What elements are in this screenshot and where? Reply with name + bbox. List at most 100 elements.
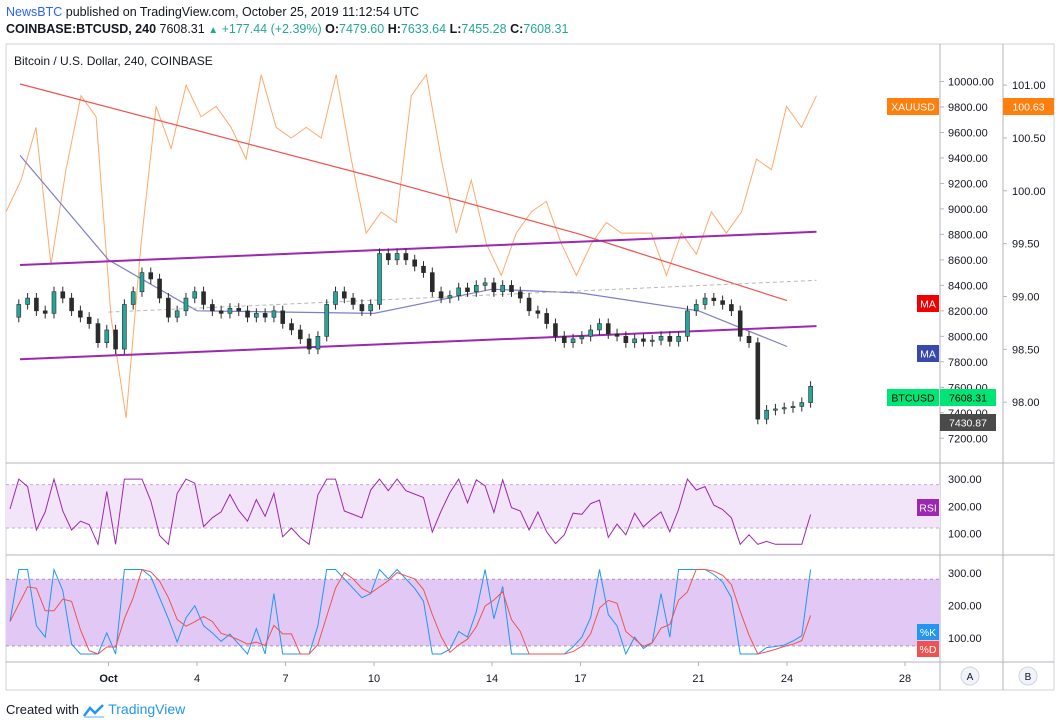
time-tick-label: 7 (282, 673, 288, 685)
candle-down (438, 291, 444, 299)
candle-up (632, 338, 637, 343)
candle-up (764, 409, 769, 420)
candle-down (729, 304, 734, 312)
candle-down (210, 304, 215, 312)
candle-down (78, 310, 83, 318)
publish-text: published on TradingView.com, October 25… (65, 5, 419, 19)
candle-up (773, 408, 778, 411)
price-tick-label: 8000.00 (948, 331, 988, 343)
author-link[interactable]: NewsBTC (6, 5, 63, 19)
chart-header: NewsBTC published on TradingView.com, Oc… (0, 0, 1060, 40)
time-tick-label: Oct (99, 673, 118, 685)
candle-up (570, 338, 576, 343)
candle-down (711, 297, 717, 301)
candle-down (746, 336, 752, 343)
candle-down (350, 297, 356, 305)
candle-up (139, 272, 145, 293)
candle-up (685, 310, 690, 337)
symbol-label: COINBASE:BTCUSD, 240 (6, 22, 157, 36)
stoch-k-label: %K (920, 627, 936, 639)
price-tick-label: 9800.00 (948, 102, 988, 114)
btcusd-label-bg (887, 389, 939, 406)
auto-scale-button[interactable] (960, 666, 980, 686)
candle-up (174, 310, 180, 318)
candle-down (720, 300, 725, 305)
candle-down (148, 272, 154, 280)
candle-up (456, 287, 461, 296)
btcusd-label: BTCUSD (891, 393, 935, 405)
stoch-tick-label: 200.00 (948, 600, 982, 612)
secondary-scale-button[interactable] (1018, 666, 1038, 686)
tradingview-link[interactable]: TradingView (108, 701, 186, 717)
candle-down (306, 338, 312, 350)
candle-up (51, 291, 57, 314)
open-label: O: (325, 22, 340, 36)
candle-down (412, 259, 417, 267)
time-tick-label: 14 (486, 673, 498, 685)
candle-down (218, 310, 224, 314)
candle-up (315, 336, 321, 350)
btcusd-value-label: 7608.31 (949, 393, 987, 405)
candle-up (808, 385, 813, 403)
candle-up (588, 329, 593, 337)
candle-down (95, 323, 101, 343)
time-tick-label: 17 (574, 673, 586, 685)
ohlc-line: COINBASE:BTCUSD, 240 7608.31 ▲ +177.44 (… (6, 22, 568, 36)
price-axes[interactable]: 10000.00 9800.00 9600.00 9400.00 9200.00 9000… (940, 76, 1046, 645)
rsi-label-bg (917, 499, 939, 516)
candle-up (122, 304, 127, 350)
channel-lower-line (19, 325, 817, 361)
candle-down (737, 310, 743, 337)
price-tick-label: 10000.00 (948, 76, 994, 88)
stoch-d-label-bg (917, 641, 939, 657)
stoch-tick-label: 300.00 (948, 568, 982, 580)
candle-down (517, 291, 523, 299)
candle-down (262, 313, 268, 318)
candle-down (113, 329, 118, 350)
candle-up (104, 329, 110, 343)
stoch-d-line (9, 568, 812, 655)
stoch-pane[interactable] (6, 567, 940, 656)
candle-down (42, 310, 48, 314)
ma-blue-label-bg (917, 345, 939, 362)
candle-up (781, 407, 787, 410)
close-label: C: (510, 22, 524, 36)
close-value: 7608.31 (523, 22, 569, 36)
xauusd-line (5, 73, 817, 419)
main-pane[interactable] (5, 73, 817, 425)
candle-up (254, 313, 259, 318)
candle-down (166, 297, 171, 318)
stoch-band (6, 579, 940, 646)
time-tick-label: 21 (692, 673, 704, 685)
rsi-label: RSI (919, 503, 937, 515)
candle-up (579, 336, 585, 340)
candle-down (298, 329, 303, 340)
auto-scale-label: A (967, 672, 974, 683)
candle-down (359, 304, 365, 312)
candle-up (183, 297, 189, 312)
footer: Created with TradingView (6, 701, 185, 718)
candle-down (465, 287, 470, 293)
stoch-d-label: %D (920, 644, 937, 656)
candle-down (429, 272, 435, 293)
xau-tick-label: 99.00 (1012, 291, 1040, 303)
channel-mid-line (108, 279, 817, 313)
rsi-pane[interactable] (6, 477, 940, 547)
price-chart[interactable]: Bitcoin / U.S. Dollar, 240, COINBASE 100… (0, 0, 1060, 700)
candle-down (289, 323, 294, 331)
candle-down (236, 307, 242, 312)
xauusd-label-bg (887, 98, 939, 115)
publish-line: NewsBTC published on TradingView.com, Oc… (6, 5, 419, 19)
candle-up (473, 285, 479, 293)
axis-badges: XAUUSD 100.63 MA MA BTCUSD 7608.31 7430.87 RSI%… (887, 98, 1054, 657)
candle-down (553, 323, 558, 337)
price-tick-label: 8800.00 (948, 229, 988, 241)
candle-up (377, 253, 382, 305)
candle-up (368, 304, 374, 312)
high-label: H: (387, 22, 401, 36)
candle-up (192, 291, 198, 299)
time-axis[interactable]: Oct 4 7 10 14 17 21 24 28 A B (99, 662, 1038, 686)
xau-tick-label: 98.00 (1012, 397, 1040, 409)
chart-title: Bitcoin / U.S. Dollar, 240, COINBASE (14, 54, 213, 68)
outer-border (5, 43, 1055, 691)
